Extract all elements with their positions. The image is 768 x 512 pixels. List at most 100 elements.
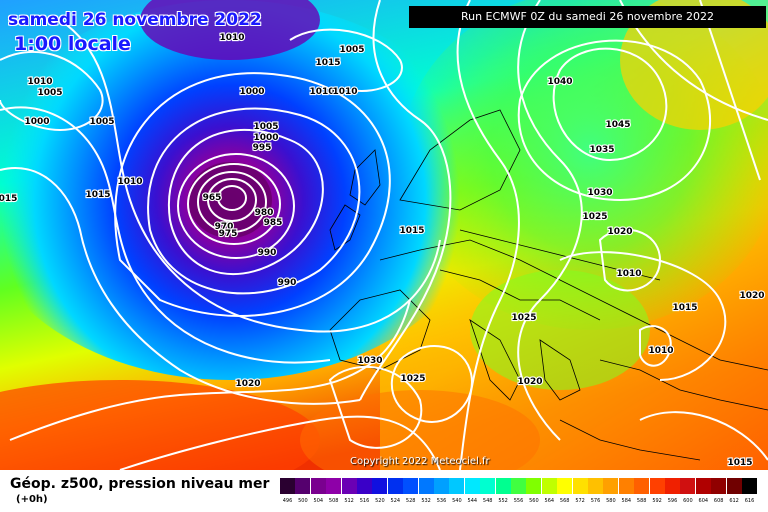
isobar-label: 1020: [607, 227, 632, 237]
scale-swatch: [541, 478, 557, 494]
isobar-label: 1005: [37, 88, 62, 98]
scale-swatch: [726, 478, 742, 494]
scale-swatch: [572, 478, 588, 494]
scale-label: 536: [436, 498, 447, 504]
isobar-label: 965: [203, 193, 222, 203]
isobar-label: 1000: [24, 117, 49, 127]
scale-label: 596: [667, 498, 678, 504]
scale-label: 524: [390, 498, 401, 504]
isobar-label: 1005: [339, 45, 364, 55]
isobar-label: 1030: [587, 188, 612, 198]
isobar-label: 1000: [239, 87, 264, 97]
isobar-label: 1000: [253, 133, 278, 143]
isobar-label: 1025: [582, 212, 607, 222]
isobar-label: 1020: [739, 291, 764, 301]
scale-label: 612: [729, 498, 739, 504]
scale-label: 512: [344, 498, 354, 504]
legend-title: Géop. z500, pression niveau mer: [10, 476, 270, 492]
scale-label: 560: [529, 498, 539, 504]
scale-swatch: [449, 478, 465, 494]
scale-label: 564: [544, 498, 555, 504]
scale-label: 600: [683, 498, 693, 504]
scale-swatch: [387, 478, 403, 494]
isobar-label: 1010: [219, 33, 244, 43]
scale-label: 580: [606, 498, 616, 504]
scale-swatch: [295, 478, 311, 494]
scale-label: 568: [559, 498, 570, 504]
isobar-label: 1025: [511, 313, 536, 323]
isobar-label: 1030: [357, 356, 382, 366]
scale-swatch: [711, 478, 727, 494]
isobars: [0, 0, 768, 470]
legend-subtitle: (+0h): [16, 494, 48, 505]
scale-label: 504: [313, 498, 324, 504]
isobar-label: 980: [255, 208, 274, 218]
isobar-label: 1015: [727, 458, 752, 468]
scale-swatch: [603, 478, 619, 494]
scale-label: 520: [375, 498, 385, 504]
isobar-label: 1035: [589, 145, 614, 155]
scale-swatch: [357, 478, 372, 494]
scale-label: 604: [698, 498, 709, 504]
forecast-date: samedi 26 novembre 2022: [8, 10, 262, 30]
scale-swatch: [464, 478, 480, 494]
scale-swatch: [665, 478, 680, 494]
coastlines: [329, 109, 768, 461]
scale-swatch: [634, 478, 650, 494]
isobar-label: 1015: [85, 190, 110, 200]
scale-swatch: [695, 478, 711, 494]
scale-label: 556: [513, 498, 524, 504]
scale-swatch: [588, 478, 603, 494]
isobar-label: 1025: [400, 374, 425, 384]
isobar-label: 995: [253, 143, 272, 153]
scale-swatch: [557, 478, 573, 494]
forecast-time: 1:00 locale: [14, 33, 131, 55]
scale-label: 572: [575, 498, 585, 504]
isobar-label: 1020: [517, 377, 542, 387]
scale-label: 552: [498, 498, 508, 504]
isobar-label: 015: [0, 194, 17, 204]
isobar-label: 990: [278, 278, 297, 288]
isobar-label: 1010: [332, 87, 357, 97]
scale-swatch: [434, 478, 449, 494]
isobar-label: 1045: [605, 120, 630, 130]
scale-swatch: [680, 478, 696, 494]
scale-swatch: [372, 478, 388, 494]
isobar-label: 1010: [27, 77, 52, 87]
scale-swatch: [511, 478, 526, 494]
isobar-label: 1005: [89, 117, 114, 127]
scale-swatch: [310, 478, 326, 494]
isobar-label: 1015: [672, 303, 697, 313]
isobar-label: 1010: [648, 346, 673, 356]
isobar-label: 1015: [315, 58, 340, 68]
isobar-label: 1010: [616, 269, 641, 279]
scale-label: 516: [359, 498, 370, 504]
scale-swatch: [326, 478, 342, 494]
isobar-label: 1040: [547, 77, 572, 87]
isobar-label: 1015: [399, 226, 424, 236]
copyright: Copyright 2022 Meteociel.fr: [350, 456, 490, 467]
scale-swatch: [526, 478, 542, 494]
scale-label: 544: [467, 498, 478, 504]
scale-swatch: [495, 478, 511, 494]
scale-label: 588: [636, 498, 647, 504]
run-info: Run ECMWF 0Z du samedi 26 novembre 2022: [409, 6, 766, 28]
scale-swatch: [418, 478, 434, 494]
scale-label: 532: [421, 498, 431, 504]
isobar-label: 1010: [309, 87, 334, 97]
isobar-label: 975: [219, 229, 238, 239]
isobar-label: 990: [258, 248, 277, 258]
scale-label: 608: [713, 498, 724, 504]
scale-swatch: [742, 478, 757, 494]
scale-label: 528: [405, 498, 416, 504]
scale-swatch: [649, 478, 665, 494]
scale-swatch: [618, 478, 634, 494]
scale-swatch: [480, 478, 496, 494]
scale-swatch: [280, 478, 295, 494]
scale-swatch: [341, 478, 357, 494]
scale-label: 592: [652, 498, 662, 504]
scale-label: 576: [590, 498, 601, 504]
isobar-label: 970: [215, 222, 234, 232]
